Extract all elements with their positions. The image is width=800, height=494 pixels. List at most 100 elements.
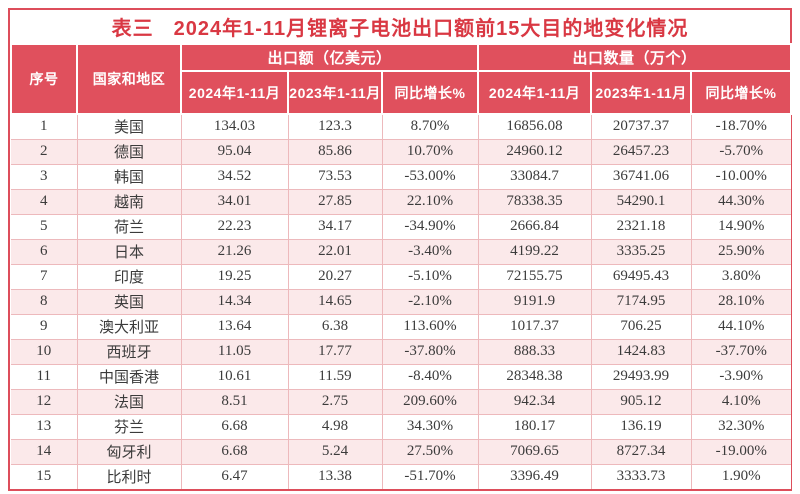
- cell-qty-2024: 16856.08: [477, 113, 592, 140]
- cell-qty-2024: 180.17: [477, 413, 592, 440]
- cell-qty-2023: 1424.83: [590, 338, 692, 365]
- table-row: 1 美国 134.03 123.3 8.70% 16856.08 20737.37 -18.7…: [11, 113, 792, 140]
- cell-value-yoy: -51.70%: [381, 463, 479, 489]
- cell-value-2023: 123.3: [287, 113, 383, 140]
- cell-value-yoy: -37.80%: [381, 338, 479, 365]
- cell-value-2023: 27.85: [287, 188, 383, 215]
- header-group-row: 序号 国家和地区 出口额（亿美元） 出口数量（万个）: [10, 43, 793, 115]
- cell-qty-2024: 72155.75: [477, 263, 592, 290]
- col-group-export-qty: 出口数量（万个）: [477, 43, 793, 72]
- cell-qty-2023: 3335.25: [590, 238, 692, 265]
- cell-value-yoy: 34.30%: [381, 413, 479, 440]
- cell-country: 中国香港: [76, 363, 182, 390]
- cell-value-yoy: -34.90%: [381, 213, 479, 240]
- cell-value-2023: 13.38: [287, 463, 383, 489]
- cell-country: 荷兰: [76, 213, 182, 240]
- table-row: 7 印度 19.25 20.27 -5.10% 72155.75 69495.43 3.80%: [11, 263, 792, 290]
- cell-qty-2024: 3396.49: [477, 463, 592, 489]
- cell-qty-yoy: -3.90%: [690, 363, 792, 390]
- cell-value-yoy: 10.70%: [381, 138, 479, 165]
- col-header-value-2024: 2024年1-11月: [180, 70, 289, 115]
- cell-value-2023: 73.53: [287, 163, 383, 190]
- cell-qty-2024: 9191.9: [477, 288, 592, 315]
- cell-value-yoy: 27.50%: [381, 438, 479, 465]
- cell-qty-2024: 28348.38: [477, 363, 592, 390]
- col-header-qty-yoy: 同比增长%: [690, 70, 793, 115]
- cell-value-2024: 134.03: [180, 113, 289, 140]
- table-row: 2 德国 95.04 85.86 10.70% 24960.12 26457.23 -5.70…: [11, 138, 792, 165]
- cell-qty-yoy: -19.00%: [690, 438, 792, 465]
- cell-country: 韩国: [76, 163, 182, 190]
- col-header-qty-2023: 2023年1-11月: [590, 70, 693, 115]
- cell-value-2024: 34.52: [180, 163, 289, 190]
- cell-seq: 5: [11, 213, 78, 240]
- cell-seq: 11: [11, 363, 78, 390]
- table-row: 12 法国 8.51 2.75 209.60% 942.34 905.12 4.10%: [11, 388, 792, 415]
- cell-qty-2023: 20737.37: [590, 113, 692, 140]
- cell-value-2024: 14.34: [180, 288, 289, 315]
- cell-value-yoy: 209.60%: [381, 388, 479, 415]
- cell-value-2024: 11.05: [180, 338, 289, 365]
- cell-seq: 9: [11, 313, 78, 340]
- cell-qty-2023: 36741.06: [590, 163, 692, 190]
- cell-value-2023: 5.24: [287, 438, 383, 465]
- table-row: 5 荷兰 22.23 34.17 -34.90% 2666.84 2321.18 14.90%: [11, 213, 792, 240]
- cell-country: 法国: [76, 388, 182, 415]
- cell-qty-yoy: 28.10%: [690, 288, 792, 315]
- data-table: 序号 国家和地区 出口额（亿美元） 出口数量（万个） 2024年1-11月 20…: [10, 43, 793, 489]
- cell-qty-yoy: -10.00%: [690, 163, 792, 190]
- col-header-qty-2024: 2024年1-11月: [477, 70, 593, 115]
- table-row: 11 中国香港 10.61 11.59 -8.40% 28348.38 29493.99 -3…: [11, 363, 792, 390]
- cell-seq: 15: [11, 463, 78, 489]
- cell-value-2024: 22.23: [180, 213, 289, 240]
- cell-value-2023: 11.59: [287, 363, 383, 390]
- cell-value-yoy: -3.40%: [381, 238, 479, 265]
- cell-seq: 4: [11, 188, 78, 215]
- cell-qty-2023: 8727.34: [590, 438, 692, 465]
- cell-value-2023: 17.77: [287, 338, 383, 365]
- col-header-country: 国家和地区: [76, 43, 182, 115]
- cell-seq: 2: [11, 138, 78, 165]
- cell-qty-2023: 136.19: [590, 413, 692, 440]
- table-row: 3 韩国 34.52 73.53 -53.00% 33084.7 36741.06 -10.0…: [11, 163, 792, 190]
- cell-qty-yoy: 32.30%: [690, 413, 792, 440]
- cell-country: 日本: [76, 238, 182, 265]
- table-body: 1 美国 134.03 123.3 8.70% 16856.08 20737.37 -18.7…: [11, 113, 792, 489]
- table-row: 10 西班牙 11.05 17.77 -37.80% 888.33 1424.83 -37.7…: [11, 338, 792, 365]
- cell-country: 西班牙: [76, 338, 182, 365]
- cell-qty-2024: 78338.35: [477, 188, 592, 215]
- cell-qty-2023: 2321.18: [590, 213, 692, 240]
- cell-country: 美国: [76, 113, 182, 140]
- cell-qty-yoy: -18.70%: [690, 113, 792, 140]
- cell-value-2023: 85.86: [287, 138, 383, 165]
- col-header-value-2023: 2023年1-11月: [287, 70, 383, 115]
- cell-value-yoy: -8.40%: [381, 363, 479, 390]
- cell-qty-yoy: 1.90%: [690, 463, 792, 489]
- cell-value-2024: 8.51: [180, 388, 289, 415]
- cell-value-2024: 6.68: [180, 438, 289, 465]
- cell-seq: 7: [11, 263, 78, 290]
- cell-qty-2024: 1017.37: [477, 313, 592, 340]
- cell-value-2024: 13.64: [180, 313, 289, 340]
- cell-qty-2023: 7174.95: [590, 288, 692, 315]
- table-title-text: 2024年1-11月锂离子电池出口额前15大目的地变化情况: [173, 18, 689, 40]
- table-row: 6 日本 21.26 22.01 -3.40% 4199.22 3335.25 25.90%: [11, 238, 792, 265]
- cell-value-2024: 34.01: [180, 188, 289, 215]
- cell-qty-2023: 706.25: [590, 313, 692, 340]
- cell-country: 德国: [76, 138, 182, 165]
- cell-value-2023: 34.17: [287, 213, 383, 240]
- cell-value-2023: 2.75: [287, 388, 383, 415]
- cell-seq: 1: [11, 113, 78, 140]
- cell-qty-yoy: -37.70%: [690, 338, 792, 365]
- table-row: 13 芬兰 6.68 4.98 34.30% 180.17 136.19 32.30%: [11, 413, 792, 440]
- table-row: 4 越南 34.01 27.85 22.10% 78338.35 54290.1 44.30%: [11, 188, 792, 215]
- cell-seq: 3: [11, 163, 78, 190]
- table-row: 9 澳大利亚 13.64 6.38 113.60% 1017.37 706.25 44.10%: [11, 313, 792, 340]
- cell-seq: 12: [11, 388, 78, 415]
- cell-value-2023: 20.27: [287, 263, 383, 290]
- cell-value-2024: 21.26: [180, 238, 289, 265]
- cell-value-2024: 95.04: [180, 138, 289, 165]
- table-header: 序号 国家和地区 出口额（亿美元） 出口数量（万个） 2024年1-11月 20…: [10, 43, 793, 115]
- cell-country: 英国: [76, 288, 182, 315]
- cell-qty-2024: 7069.65: [477, 438, 592, 465]
